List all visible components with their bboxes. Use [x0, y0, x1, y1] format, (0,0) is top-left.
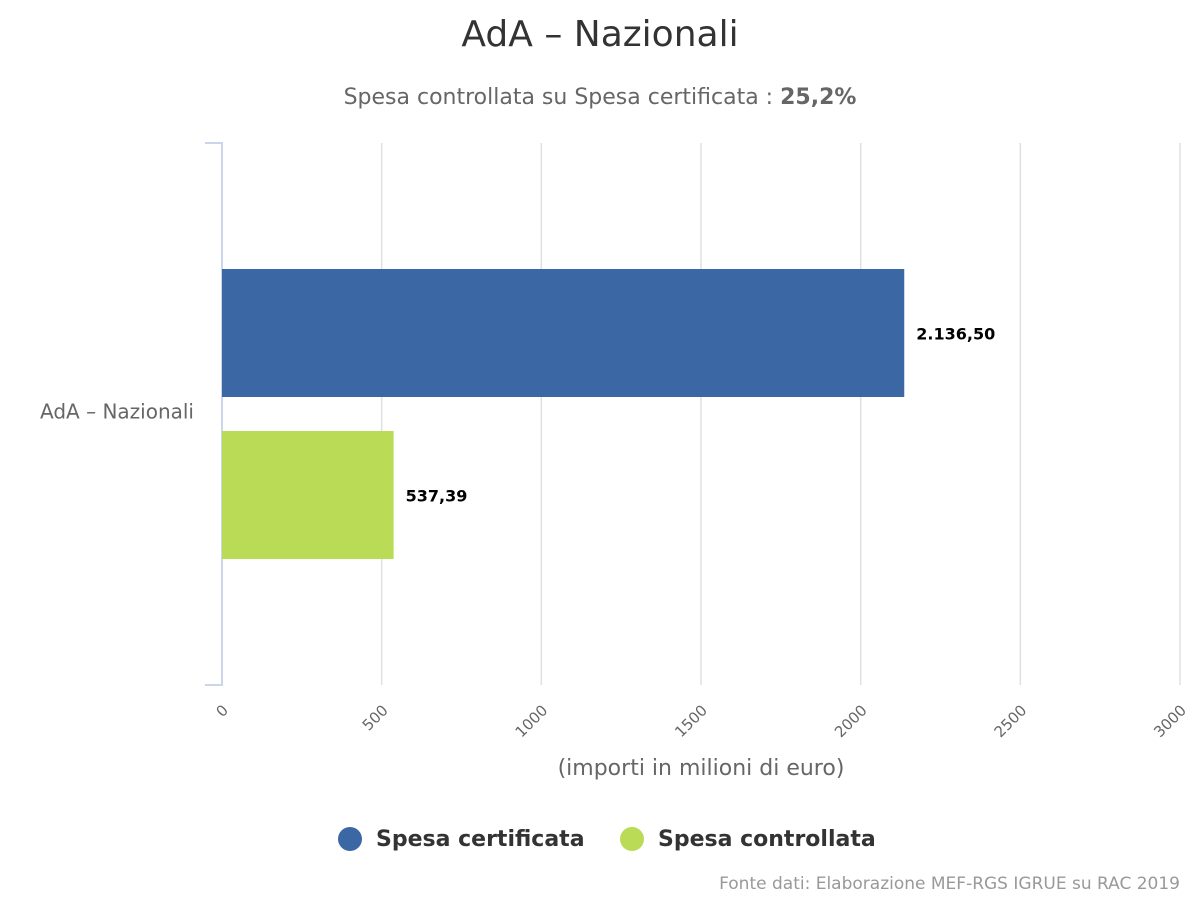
bar — [222, 269, 905, 397]
x-axis-title: (importi in milioni di euro) — [558, 756, 845, 781]
x-tick-label: 1500 — [671, 701, 711, 741]
data-label: 2.136,50 — [916, 325, 995, 344]
x-tick-label: 1000 — [512, 701, 552, 741]
bar — [222, 431, 394, 559]
x-tick-label: 0 — [213, 701, 232, 720]
y-axis-line — [205, 142, 223, 686]
x-tick-label: 2500 — [991, 701, 1031, 741]
legend-label[interactable]: Spesa controllata — [658, 827, 876, 852]
legend-marker — [338, 827, 362, 851]
subtitle-highlight: 25,2% — [780, 85, 856, 110]
chart-title: AdA – Nazionali — [461, 14, 738, 55]
data-label: 537,39 — [406, 487, 468, 506]
y-tick-label: AdA – Nazionali — [40, 400, 194, 424]
x-tick-label: 3000 — [1150, 701, 1190, 741]
x-tick-label: 2000 — [831, 701, 871, 741]
chart-subtitle: Spesa controllata su Spesa certificata :… — [344, 85, 857, 110]
legend-label[interactable]: Spesa certificata — [376, 827, 585, 852]
source: Fonte dati: Elaborazione MEF-RGS IGRUE s… — [719, 874, 1180, 894]
subtitle-text: Spesa controllata su Spesa certificata : — [344, 85, 774, 110]
x-tick-label: 500 — [359, 701, 392, 734]
legend-marker — [620, 827, 644, 851]
